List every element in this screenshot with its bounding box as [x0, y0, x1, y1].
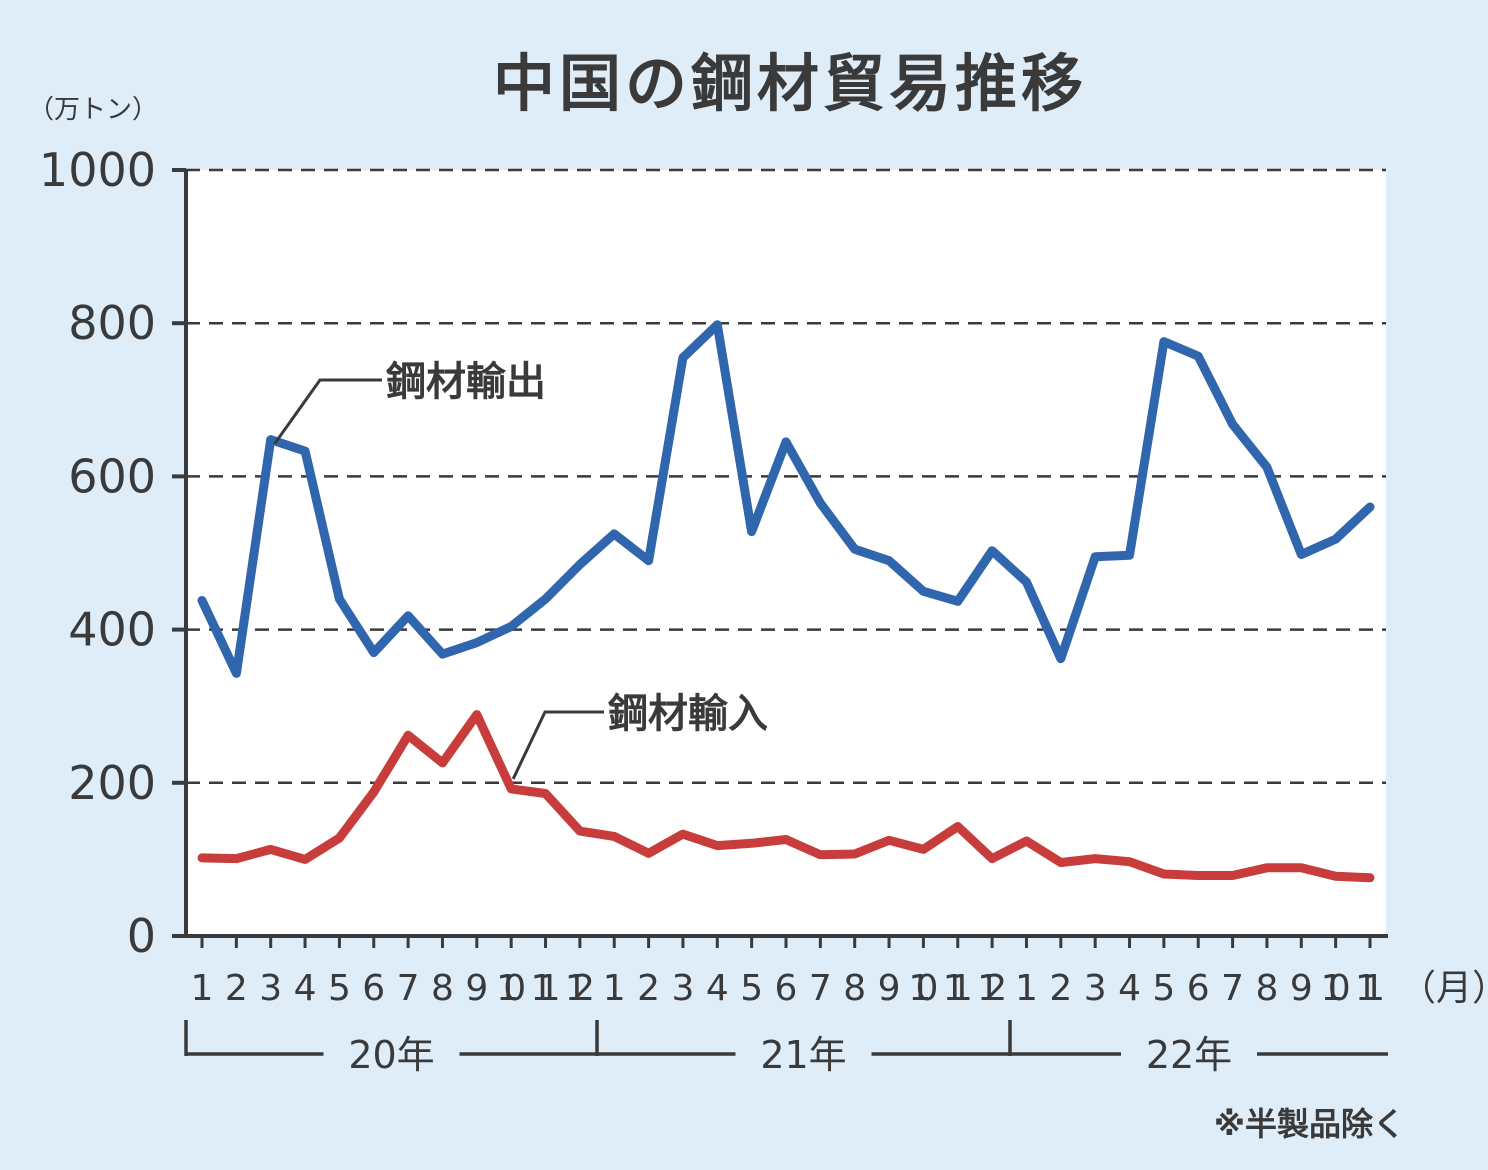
- x-tick-label: 4: [294, 968, 317, 1009]
- x-tick-label: 4: [706, 968, 729, 1009]
- x-tick-label: 9: [1290, 968, 1313, 1009]
- x-tick-label: 2: [637, 968, 660, 1009]
- x-tick-label: 8: [843, 968, 866, 1009]
- y-tick-label: 0: [127, 909, 156, 963]
- x-tick-label: 8: [1255, 968, 1278, 1009]
- x-tick-label: 2: [225, 968, 248, 1009]
- x-tick-label: 9: [878, 968, 901, 1009]
- x-tick-label: 11: [1355, 968, 1385, 1009]
- x-tick-label: 5: [1152, 968, 1175, 1009]
- x-tick-label: 6: [1187, 968, 1210, 1009]
- x-tick-label: 7: [1221, 968, 1244, 1009]
- year-label: 20年: [348, 1033, 434, 1077]
- x-tick-label: 3: [1084, 968, 1107, 1009]
- year-label: 21年: [760, 1033, 846, 1077]
- footnote: ※半製品除く: [1214, 1105, 1405, 1143]
- y-tick-label: 800: [68, 296, 156, 350]
- y-unit-label: （万トン）: [28, 95, 158, 125]
- year-label: 22年: [1146, 1033, 1232, 1077]
- x-tick-label: 10: [1321, 968, 1351, 1009]
- y-axis-ticks: 0 200 400 600 800 1000: [39, 143, 186, 963]
- series-lines: [197, 320, 1375, 883]
- x-tick-label: 11: [943, 968, 973, 1009]
- x-tick-label: 3: [671, 968, 694, 1009]
- import-leader-line: [511, 710, 604, 780]
- x-unit-label: （月）: [1400, 968, 1488, 1009]
- plot-area: [186, 170, 1386, 936]
- x-tick-label: 9: [465, 968, 488, 1009]
- import-series-label: 鋼材輸入: [608, 691, 768, 737]
- x-tick-label: 11: [531, 968, 561, 1009]
- x-axis-ticks: 1 2 3 4 5 6 7 8 9 10 11 12 1 2 3 4 5 6 7 8 9 10 11 12 1 2 3 4 5 6 7 8 9 1…: [191, 936, 1385, 1009]
- x-tick-label: 7: [397, 968, 420, 1009]
- x-tick-label: 6: [362, 968, 385, 1009]
- x-tick-label: 1: [191, 968, 214, 1009]
- year-brackets: 20年 21年 22年: [184, 1020, 1388, 1077]
- export-line: [197, 320, 1375, 678]
- chart-title: 中国の鋼材貿易推移: [493, 47, 1087, 120]
- x-tick-label: 5: [328, 968, 351, 1009]
- x-tick-label: 10: [496, 968, 526, 1009]
- x-tick-label: 12: [565, 968, 595, 1009]
- y-tick-label: 1000: [39, 143, 156, 197]
- gridlines: [186, 168, 1386, 785]
- y-tick-label: 200: [68, 756, 156, 810]
- x-tick-label: 5: [740, 968, 763, 1009]
- y-tick-label: 600: [68, 449, 156, 503]
- x-tick-label: 7: [809, 968, 832, 1009]
- x-tick-label: 6: [775, 968, 798, 1009]
- export-series-label: 鋼材輸出: [386, 359, 546, 405]
- import-line: [197, 710, 1375, 883]
- x-tick-label: 1: [603, 968, 626, 1009]
- x-tick-label: 3: [259, 968, 282, 1009]
- x-tick-label: 10: [908, 968, 938, 1009]
- y-tick-label: 400: [68, 603, 156, 657]
- x-tick-label: 1: [1015, 968, 1038, 1009]
- x-tick-label: 2: [1049, 968, 1072, 1009]
- x-tick-label: 4: [1118, 968, 1141, 1009]
- x-tick-label: 8: [431, 968, 454, 1009]
- export-leader-line: [273, 378, 382, 445]
- x-tick-label: 12: [977, 968, 1007, 1009]
